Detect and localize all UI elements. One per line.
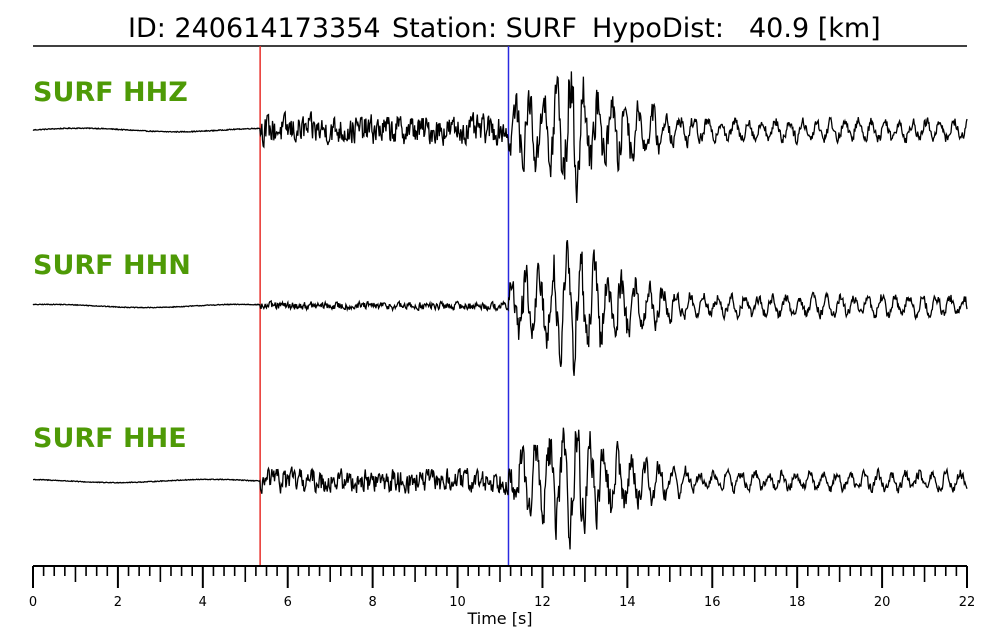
x-tick-label: 16	[704, 595, 721, 610]
traces-group: SURF HHZ SURF HHN SURF HHE	[32, 71, 968, 550]
x-tick-label: 20	[874, 595, 891, 610]
trace-hhn	[32, 239, 968, 376]
trace-label-hhe: SURF HHE	[33, 423, 187, 454]
x-tick-label: 18	[789, 595, 806, 610]
x-tick-label: 2	[114, 595, 122, 610]
trace-hhz	[32, 71, 968, 203]
x-tick-label: 22	[959, 595, 976, 610]
event-id-title: ID: 240614173354	[128, 13, 381, 44]
trace-hhe	[32, 427, 968, 550]
x-axis-label: Time [s]	[466, 609, 532, 628]
trace-label-hhn: SURF HHN	[33, 250, 191, 281]
hypodist-title: HypoDist:	[592, 13, 724, 44]
x-tick-label: 10	[449, 595, 466, 610]
x-tick-label: 6	[284, 595, 292, 610]
x-tick-label: 14	[619, 595, 636, 610]
x-tick-label: 0	[29, 595, 37, 610]
hypodist-value: 40.9 [km]	[749, 13, 881, 44]
trace-label-hhz: SURF HHZ	[33, 77, 188, 108]
station-title: Station: SURF	[392, 13, 577, 44]
x-tick-label: 4	[199, 595, 207, 610]
x-tick-label: 8	[368, 595, 376, 610]
x-axis: 0 2 4 6 8 10 12 14 16 18 20 22	[29, 565, 976, 610]
x-tick-label: 12	[534, 595, 551, 610]
